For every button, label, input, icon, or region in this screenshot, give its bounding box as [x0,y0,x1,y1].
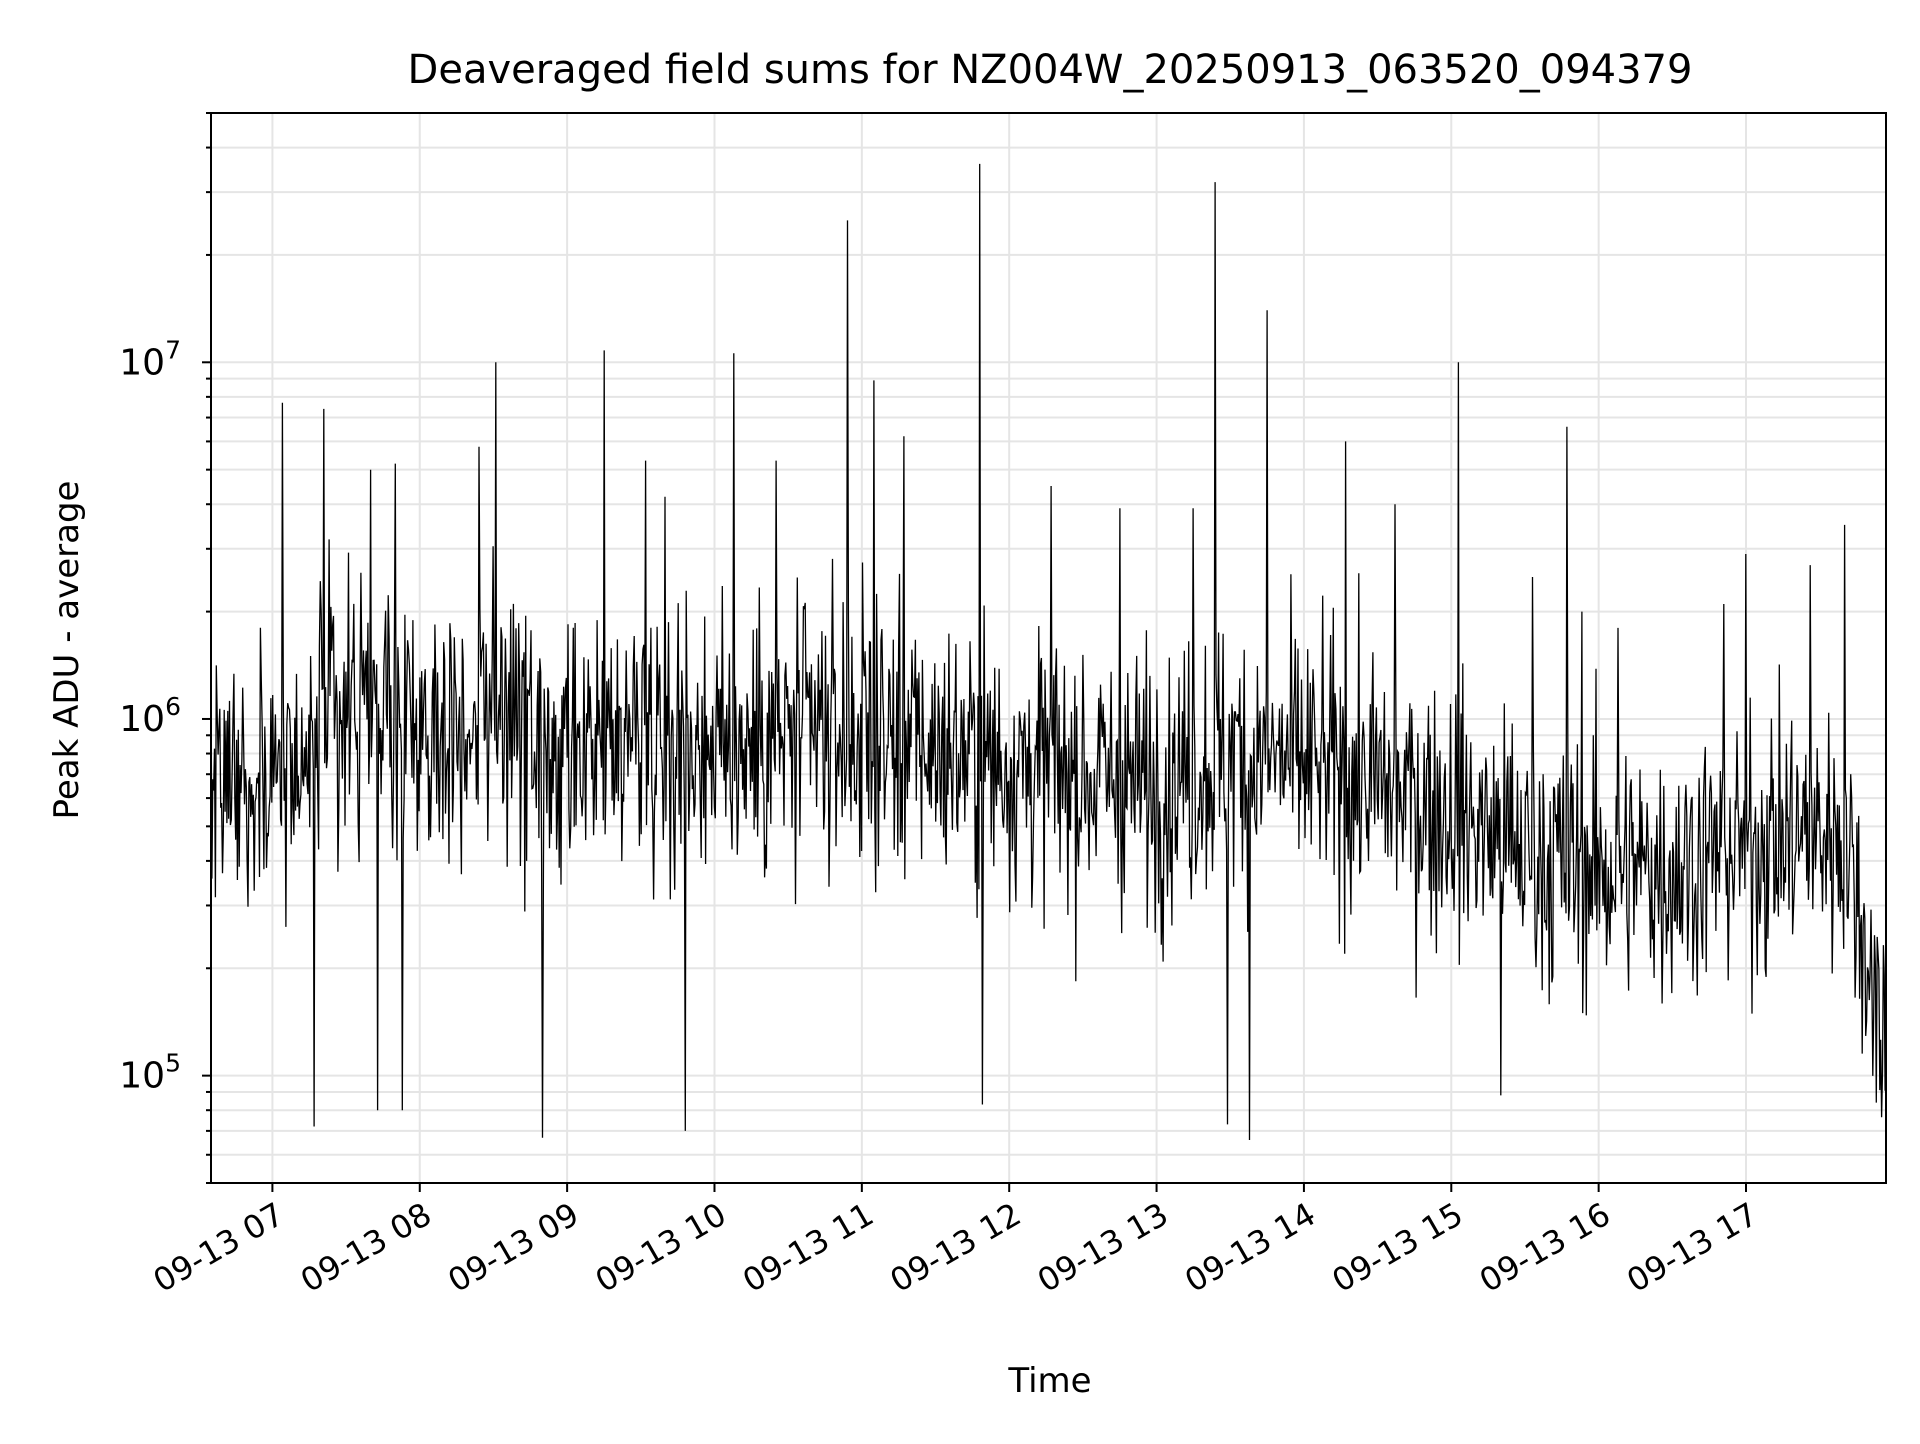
y-axis-label: Peak ADU - average [47,481,87,820]
y-tick-label: 106 [119,692,181,740]
data-layer [211,163,1886,1141]
y-tick-label: 105 [119,1049,181,1097]
series-line [211,163,1886,1141]
plot-frame [210,112,1887,1184]
y-tick-label: 107 [119,335,181,383]
chart-title: Deaveraged field sums for NZ004W_2025091… [408,47,1693,93]
x-axis-label: Time [1007,1361,1091,1401]
